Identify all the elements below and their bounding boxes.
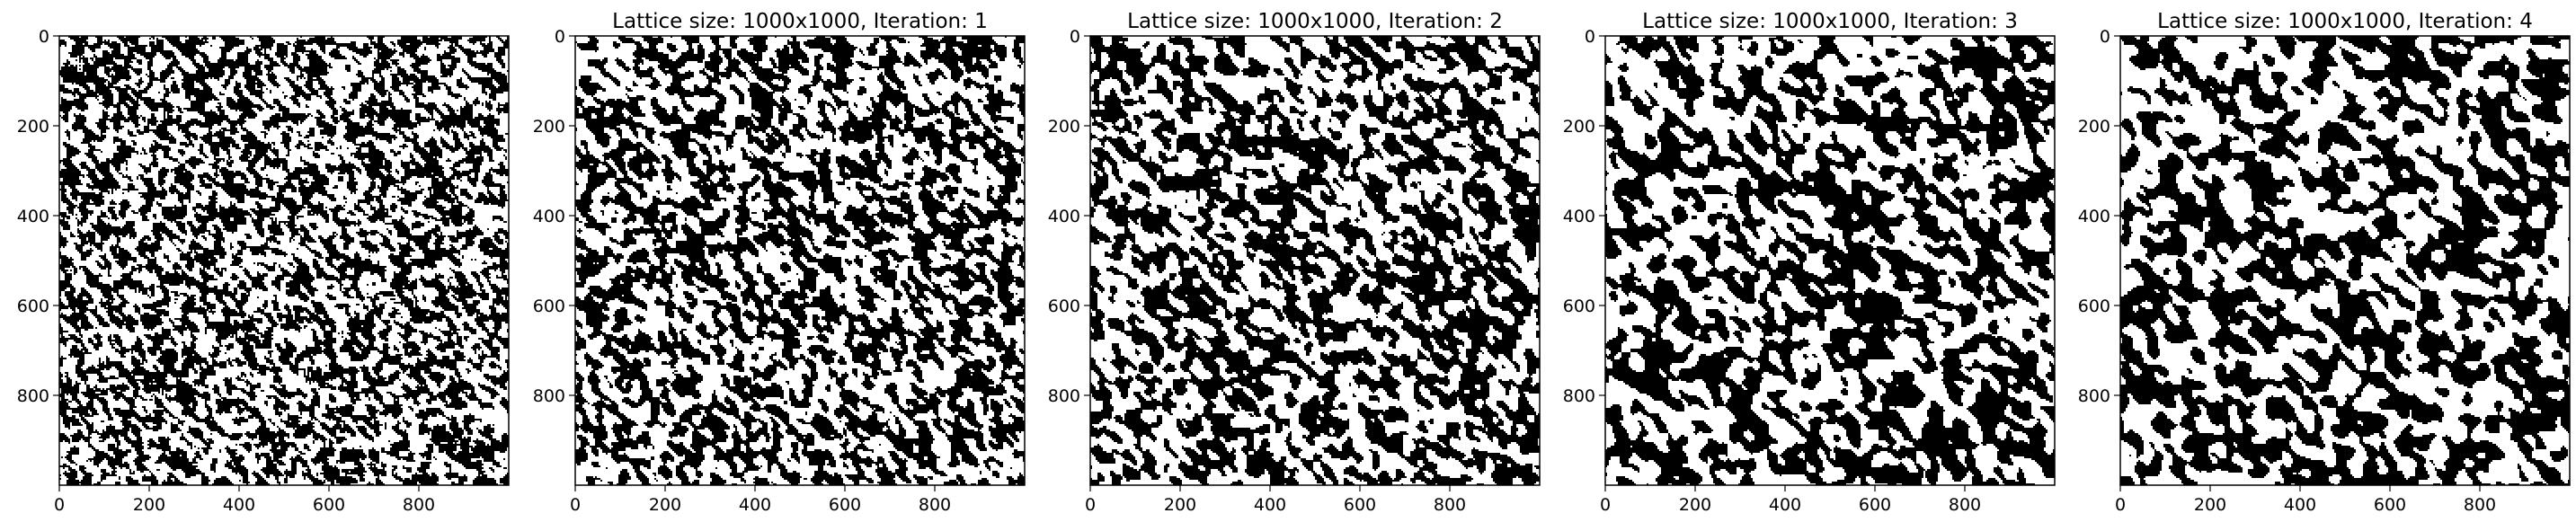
y-tick-label: 200 (1048, 117, 1080, 137)
y-tick-label: 400 (17, 207, 49, 226)
x-tick-label: 200 (2194, 495, 2226, 515)
x-tick-label: 400 (739, 495, 771, 515)
lattice-image (575, 36, 1025, 485)
panel-0: 0 200 400 600 800 0 200 400 600 800 (17, 27, 510, 515)
y-tick-label: 0 (555, 27, 565, 47)
y-tick-label: 600 (1048, 296, 1080, 316)
panel-4: Lattice size: 1000x1000, Iteration: 4 0 20… (2078, 10, 2571, 515)
y-tick-label: 400 (1048, 207, 1080, 226)
x-tick-label: 0 (570, 495, 581, 515)
y-tick-label: 0 (1585, 27, 1595, 47)
x-tick-label: 200 (649, 495, 681, 515)
y-tick-label: 200 (1563, 117, 1595, 137)
y-tick-label: 400 (1563, 207, 1595, 226)
x-tick-label: 800 (403, 495, 435, 515)
y-tick-label: 0 (1070, 27, 1080, 47)
x-tick-label: 600 (313, 495, 345, 515)
panel-title: Lattice size: 1000x1000, Iteration: 3 (1642, 10, 2018, 33)
y-tick-label: 600 (17, 296, 49, 316)
axes-frame (58, 35, 510, 486)
lattice-image (1605, 36, 2055, 485)
lattice-image (59, 36, 509, 485)
x-tick-label: 600 (1344, 495, 1376, 515)
axes-frame (1604, 35, 2056, 486)
x-tick-label: 600 (1859, 495, 1891, 515)
x-tick-label: 0 (2115, 495, 2126, 515)
x-tick-label: 200 (1164, 495, 1196, 515)
y-tick-label: 400 (2078, 207, 2110, 226)
x-tick-label: 800 (1434, 495, 1466, 515)
lattice-image (1090, 36, 1540, 485)
panel-2: Lattice size: 1000x1000, Iteration: 2 0 20… (1048, 10, 1541, 515)
x-tick-label: 0 (1085, 495, 1096, 515)
x-tick-label: 600 (2374, 495, 2406, 515)
x-tick-label: 200 (1679, 495, 1711, 515)
y-tick-label: 600 (533, 296, 565, 316)
panel-title: Lattice size: 1000x1000, Iteration: 4 (2157, 10, 2533, 33)
x-tick-label: 0 (54, 495, 65, 515)
x-tick-label: 0 (1600, 495, 1611, 515)
y-tick-label: 0 (39, 27, 49, 47)
y-tick-label: 0 (2100, 27, 2110, 47)
y-tick-label: 800 (2078, 386, 2110, 406)
x-tick-label: 400 (1769, 495, 1801, 515)
axes-frame (2119, 35, 2571, 486)
x-tick-label: 800 (2464, 495, 2496, 515)
panel-1: Lattice size: 1000x1000, Iteration: 1 0 20… (533, 10, 1026, 515)
y-tick-label: 200 (17, 117, 49, 137)
y-tick-label: 800 (533, 386, 565, 406)
y-tick-label: 800 (1563, 386, 1595, 406)
y-tick-label: 200 (2078, 117, 2110, 137)
y-tick-label: 600 (1563, 296, 1595, 316)
x-tick-label: 200 (133, 495, 165, 515)
axes-frame (574, 35, 1026, 486)
panel-3: Lattice size: 1000x1000, Iteration: 3 0 20… (1563, 10, 2056, 515)
x-tick-label: 800 (1949, 495, 1981, 515)
y-tick-label: 400 (533, 207, 565, 226)
axes-frame (1089, 35, 1541, 486)
y-tick-label: 800 (1048, 386, 1080, 406)
lattice-image (2120, 36, 2570, 485)
panel-title: Lattice size: 1000x1000, Iteration: 2 (1127, 10, 1503, 33)
x-tick-label: 800 (919, 495, 951, 515)
y-tick-label: 800 (17, 386, 49, 406)
x-tick-label: 400 (2284, 495, 2316, 515)
y-tick-label: 600 (2078, 296, 2110, 316)
panel-title: Lattice size: 1000x1000, Iteration: 1 (612, 10, 988, 33)
y-tick-label: 200 (533, 117, 565, 137)
x-tick-label: 600 (829, 495, 861, 515)
x-tick-label: 400 (223, 495, 255, 515)
x-tick-label: 400 (1254, 495, 1286, 515)
